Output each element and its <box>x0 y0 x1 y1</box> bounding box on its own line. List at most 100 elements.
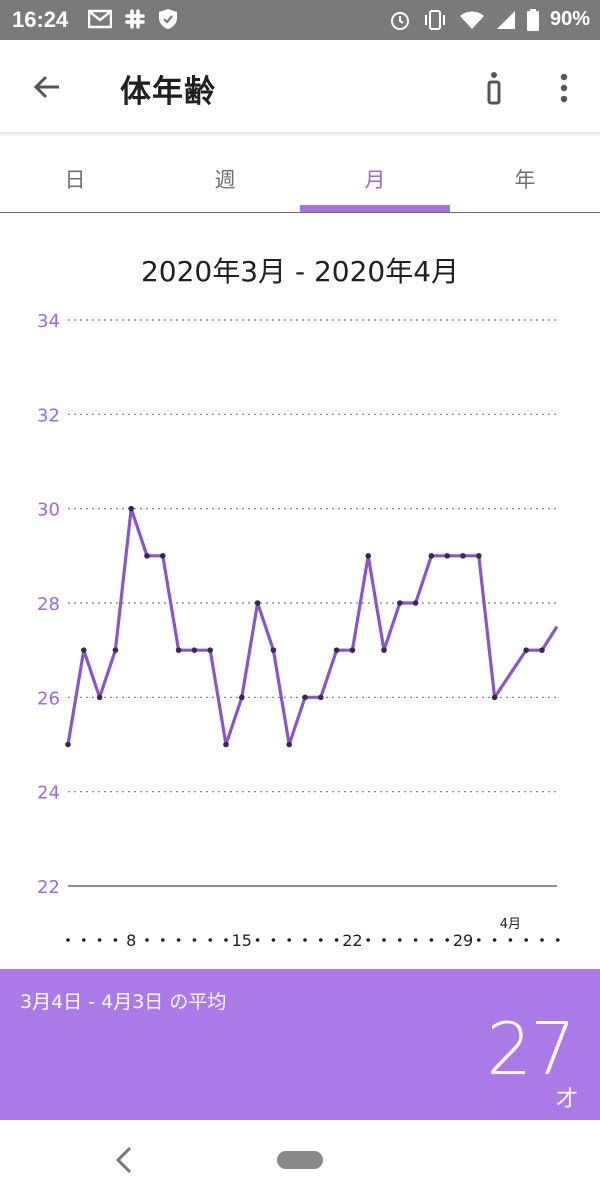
data-point <box>160 553 166 559</box>
info-button[interactable] <box>474 68 514 108</box>
home-pill-icon[interactable] <box>277 1151 323 1169</box>
data-point <box>223 741 229 748</box>
x-tick-dot <box>540 938 544 942</box>
average-label: 3月4日 - 4月3日 の平均 <box>20 991 227 1013</box>
info-icon <box>487 72 501 105</box>
more-options-button[interactable] <box>548 68 580 108</box>
x-tick-label: 15 <box>232 931 252 950</box>
data-point <box>112 647 119 653</box>
data-point <box>349 647 356 653</box>
x-tick-dot <box>319 938 323 942</box>
month-marker-label: 4月 <box>500 917 521 932</box>
x-tick-dot <box>208 938 212 942</box>
data-point <box>81 647 87 653</box>
x-tick-dot <box>382 938 386 942</box>
x-tick-dot <box>82 938 86 942</box>
x-tick-dot <box>97 938 102 942</box>
x-tick-dot <box>303 938 307 942</box>
x-tick-dot <box>145 938 149 942</box>
x-tick-dot <box>429 938 434 942</box>
page-title: 体年齢 <box>120 74 216 110</box>
vibrate-icon <box>422 9 448 31</box>
data-point <box>286 741 293 748</box>
data-point <box>207 647 213 653</box>
back-arrow-icon <box>33 75 59 99</box>
slack-icon <box>124 8 146 30</box>
more-vert-icon <box>560 73 568 103</box>
data-point <box>239 694 245 701</box>
x-tick-dot <box>334 938 339 942</box>
x-tick-dot <box>271 938 276 942</box>
x-tick-dot <box>176 938 181 942</box>
y-tick-label: 32 <box>37 405 60 426</box>
x-tick-dot <box>508 938 513 942</box>
y-tick-label: 28 <box>37 594 60 615</box>
battery-icon <box>526 8 539 31</box>
y-tick-label: 26 <box>37 688 60 709</box>
data-point <box>491 694 498 701</box>
data-point <box>65 741 71 748</box>
tab-week[interactable]: 週 <box>214 168 236 192</box>
data-point <box>444 553 451 559</box>
x-tick-dot <box>556 938 560 942</box>
data-point <box>175 647 182 653</box>
x-tick-dot <box>224 938 228 942</box>
y-tick-label: 24 <box>37 783 60 804</box>
x-tick-dot <box>477 938 481 942</box>
x-tick-dot <box>413 938 418 942</box>
average-value: 27 <box>486 1007 576 1091</box>
body-age-series-line <box>66 507 559 747</box>
data-point <box>523 647 529 653</box>
signal-icon <box>496 10 516 30</box>
x-tick-dot <box>524 938 528 942</box>
data-point <box>333 647 340 653</box>
status-time: 16:24 <box>12 7 69 32</box>
x-tick-dot <box>398 938 402 942</box>
x-tick-dot <box>366 938 371 942</box>
tab-indicator <box>300 205 450 212</box>
tab-day[interactable]: 日 <box>64 168 86 192</box>
tab-year[interactable]: 年 <box>514 168 536 192</box>
wifi-icon <box>459 10 485 30</box>
y-tick-label: 22 <box>37 877 60 898</box>
y-tick-label: 34 <box>37 311 60 332</box>
x-tick-dot <box>287 938 292 942</box>
tab-month[interactable]: 月 <box>364 168 386 192</box>
x-tick-dot <box>66 938 70 942</box>
data-point <box>428 553 435 559</box>
x-tick-label: 29 <box>453 931 473 950</box>
system-nav-bar <box>0 1120 600 1200</box>
nav-back-button[interactable] <box>108 1142 140 1178</box>
average-summary: 3月4日 - 4月3日 の平均 27 才 <box>0 969 600 1120</box>
data-point <box>476 553 482 559</box>
x-tick-dot <box>492 938 497 942</box>
x-tick-dot <box>255 938 260 942</box>
data-point <box>302 694 308 701</box>
x-tick-label: 22 <box>342 931 362 950</box>
app-bar: 体年齢 <box>0 40 600 132</box>
nav-back-icon <box>115 1146 132 1174</box>
shield-icon <box>158 8 178 30</box>
data-point <box>128 505 134 512</box>
data-point <box>191 647 198 653</box>
gmail-icon <box>88 9 112 29</box>
back-button[interactable] <box>24 64 70 110</box>
data-point <box>539 647 545 653</box>
body-age-chart[interactable]: 22 24 26 28 30 32 34 8 15 22 29 4月 <box>0 300 600 960</box>
x-tick-dot <box>161 938 165 942</box>
data-point <box>254 600 261 606</box>
data-point <box>412 600 419 606</box>
data-point <box>144 553 150 559</box>
x-tick-dot <box>113 938 118 942</box>
x-tick-dot <box>192 938 197 942</box>
period-tabs: 日 週 月 年 <box>0 150 600 213</box>
data-point <box>96 694 103 701</box>
x-tick-dot <box>445 938 450 942</box>
status-bar: 16:24 90% <box>0 0 600 40</box>
alarm-icon <box>389 9 411 31</box>
data-point <box>318 694 324 701</box>
battery-percent: 90% <box>549 8 590 30</box>
date-range-title: 2020年3月 - 2020年4月 <box>140 255 460 288</box>
x-tick-label: 8 <box>126 931 136 950</box>
y-tick-label: 30 <box>37 500 60 521</box>
